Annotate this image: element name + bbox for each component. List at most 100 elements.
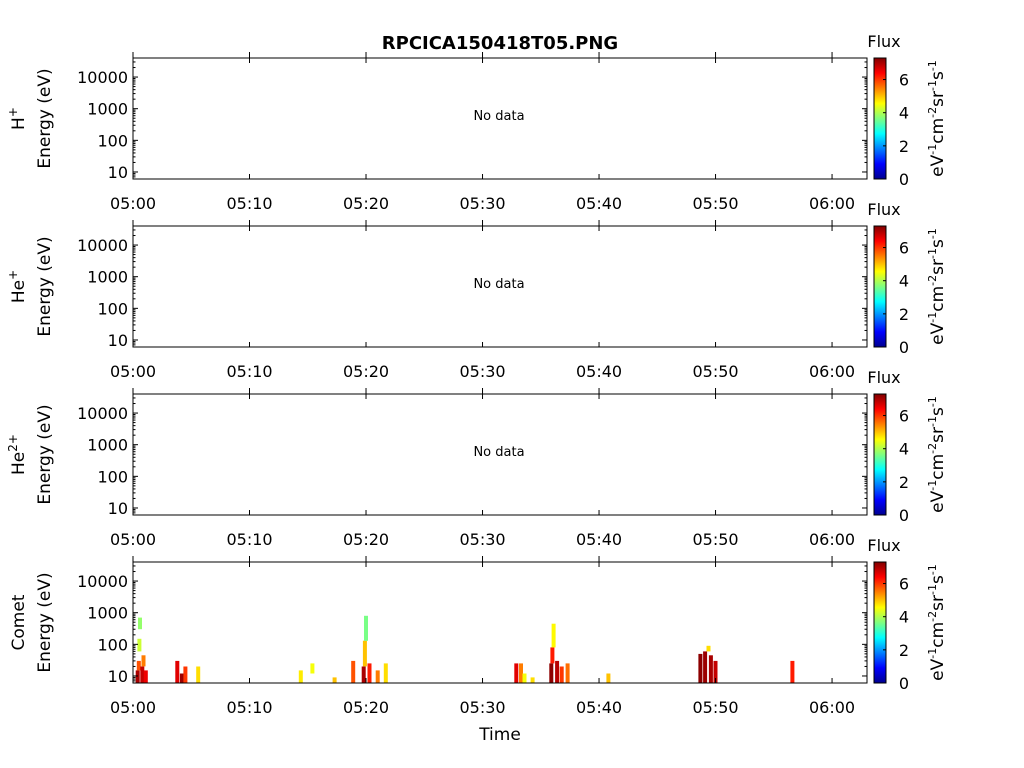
- x-tick-label: 05:00: [110, 194, 156, 213]
- x-tick-label: 05:30: [459, 362, 505, 381]
- colorbar: [873, 393, 887, 516]
- spectrogram-cell: [514, 663, 519, 683]
- spectrogram-cell: [361, 666, 366, 683]
- spectrogram-cell: [713, 660, 718, 683]
- x-tick-label: 05:30: [459, 698, 505, 717]
- y-tick-label: 10000: [77, 68, 128, 87]
- spectrogram-cell: [606, 673, 611, 683]
- colorbar-tick-label: 2: [899, 137, 909, 156]
- chart-title: RPCICA150418T05.PNG: [382, 33, 618, 54]
- colorbar-tick-label: 6: [899, 71, 909, 90]
- colorbar-tick-label: 2: [899, 473, 909, 492]
- colorbar-tick-label: 0: [899, 170, 909, 189]
- panel-4: 10 100 1000 10000 05:00 05:10 05:20 05:30 05:40 0…: [9, 536, 948, 717]
- spectrogram-cell: [140, 666, 145, 683]
- energy-axis-label: Energy (eV): [35, 68, 55, 168]
- y-tick-label: 10: [108, 331, 128, 350]
- colorbar: [873, 225, 887, 348]
- x-tick-label: 05:40: [576, 194, 622, 213]
- spectrogram-cell: [175, 660, 180, 683]
- species-label: He+: [6, 270, 29, 303]
- y-tick-label: 1000: [87, 268, 128, 287]
- colorbar-units-label: eV-1cm-2sr-1s-1: [926, 564, 948, 681]
- spectrogram-cell: [698, 653, 703, 683]
- x-tick-label: 05:00: [110, 698, 156, 717]
- y-tick-label: 1000: [87, 100, 128, 119]
- spectrogram-cell: [790, 660, 795, 683]
- x-tick-label: 06:00: [809, 698, 855, 717]
- no-data-label: No data: [473, 277, 524, 292]
- x-tick-label: 05:30: [459, 194, 505, 213]
- x-tick-label: 05:50: [692, 194, 738, 213]
- spectrogram-cell: [138, 617, 142, 630]
- spectrogram-cell: [367, 663, 372, 683]
- y-tick-label: 10: [108, 667, 128, 686]
- spectrogram-cell: [141, 655, 146, 667]
- energy-axis-label: Energy (eV): [35, 236, 55, 336]
- x-tick-label: 05:50: [692, 362, 738, 381]
- spectrogram-cell: [519, 663, 523, 683]
- colorbar-tick-label: 4: [899, 440, 909, 459]
- y-tick-label: 10000: [77, 404, 128, 423]
- colorbar-tick-label: 4: [899, 104, 909, 123]
- colorbar-tick-label: 2: [899, 305, 909, 324]
- spectrogram-cell: [362, 640, 367, 667]
- colorbar-title: Flux: [867, 200, 900, 219]
- x-tick-label: 05:10: [226, 194, 272, 213]
- x-tick-label: 06:00: [809, 194, 855, 213]
- spectrogram-cell: [559, 666, 564, 683]
- spectrogram-cell: [310, 663, 315, 674]
- spectrogram-cell: [136, 660, 141, 671]
- spectrogram-cell: [708, 655, 713, 683]
- x-tick-label: 06:00: [809, 362, 855, 381]
- colorbar-title: Flux: [867, 32, 900, 51]
- spectrogram-cell: [522, 673, 527, 683]
- spectrogram-cells: [135, 615, 795, 683]
- x-axis-label: Time: [478, 725, 521, 745]
- spectrogram-cell: [551, 623, 556, 648]
- spectrogram-cell: [555, 660, 560, 683]
- species-label: Comet: [9, 594, 29, 650]
- y-tick-label: 10000: [77, 236, 128, 255]
- x-tick-label: 05:50: [692, 530, 738, 549]
- x-tick-label: 05:20: [343, 194, 389, 213]
- colorbar-tick-label: 4: [899, 608, 909, 627]
- no-data-label: No data: [473, 445, 524, 460]
- y-tick-label: 1000: [87, 604, 128, 623]
- panel-3: 10 100 1000 10000 05:00 05:10 05:20 05:30 05:40 0…: [6, 368, 948, 549]
- x-tick-label: 05:20: [343, 530, 389, 549]
- energy-axis-label: Energy (eV): [35, 404, 55, 504]
- spectrogram-cell: [332, 677, 337, 683]
- spectrogram-cell: [298, 670, 303, 683]
- x-tick-label: 05:10: [226, 530, 272, 549]
- colorbar-units-label: eV-1cm-2sr-1s-1: [926, 396, 948, 513]
- colorbar-tick-label: 0: [899, 338, 909, 357]
- colorbar-tick-label: 6: [899, 407, 909, 426]
- spectrogram-cell: [383, 663, 388, 683]
- y-tick-label: 10: [108, 499, 128, 518]
- species-label: H+: [6, 107, 29, 130]
- colorbar-tick-label: 4: [899, 272, 909, 291]
- colorbar-tick-label: 2: [899, 641, 909, 660]
- no-data-label: No data: [473, 109, 524, 124]
- x-tick-label: 05:20: [343, 362, 389, 381]
- spectrogram-cell: [183, 666, 188, 683]
- x-tick-label: 05:00: [110, 530, 156, 549]
- y-tick-label: 100: [97, 131, 128, 150]
- spectrogram-cell: [706, 645, 711, 652]
- colorbar-title: Flux: [867, 536, 900, 555]
- spectrogram-cell: [143, 670, 148, 683]
- species-label: He2+: [6, 434, 29, 475]
- spectrogram-cell: [549, 663, 554, 683]
- colorbar-units-label: eV-1cm-2sr-1s-1: [926, 60, 948, 177]
- x-tick-label: 05:20: [343, 698, 389, 717]
- colorbar: [873, 561, 887, 684]
- plot-area: [133, 562, 867, 683]
- spectrogram-cell: [565, 663, 570, 683]
- energy-axis-label: Energy (eV): [35, 572, 55, 672]
- colorbar-title: Flux: [867, 368, 900, 387]
- panel-1: 10 100 1000 10000 05:00 05:10 05:20 05:30 05:40 0…: [6, 32, 948, 213]
- spectrogram-cell: [179, 673, 184, 683]
- x-tick-label: 05:40: [576, 362, 622, 381]
